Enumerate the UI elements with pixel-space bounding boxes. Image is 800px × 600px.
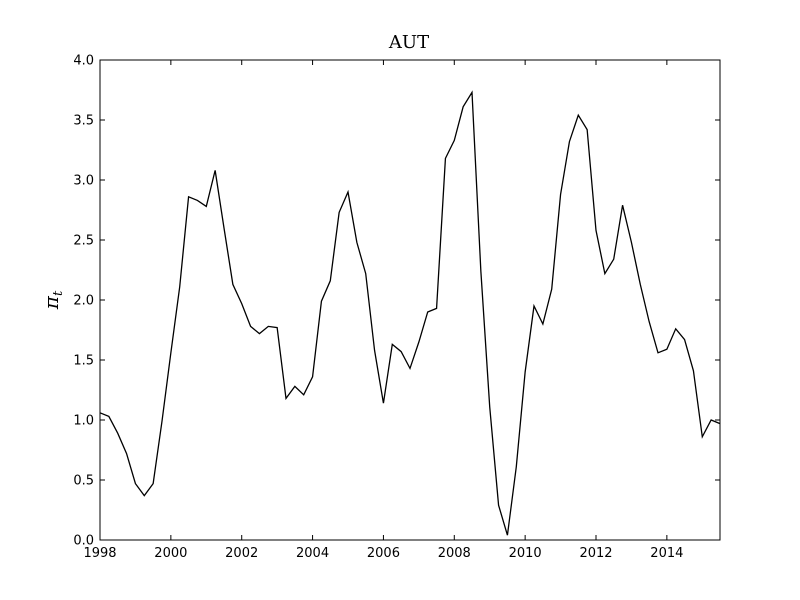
y-tick-label: 3.0	[73, 174, 94, 189]
plot-area	[99, 90, 721, 536]
y-tick-label: 2.5	[73, 234, 94, 249]
y-axis-label-sub: t	[51, 290, 66, 296]
y-tick-label: 3.5	[73, 114, 94, 129]
y-axis-label-main: π	[39, 295, 63, 310]
x-tick-label: 2000	[154, 546, 187, 561]
series-line-0	[99, 90, 721, 536]
x-tick-label: 2002	[225, 546, 258, 561]
x-tick-label: 2006	[367, 546, 400, 561]
y-tick-label: 4.0	[73, 54, 94, 69]
y-tick-label: 2.0	[73, 294, 94, 309]
y-axis-label: πt	[39, 290, 66, 310]
x-tick-label: 2012	[579, 546, 612, 561]
axis-ticks: 1998 2000 2002 2004 2006 2008 2010 2012 2014 0.0 0…	[73, 54, 720, 561]
x-tick-label: 2008	[438, 546, 471, 561]
x-tick-label: 2014	[650, 546, 683, 561]
x-tick-label: 1998	[83, 546, 116, 561]
x-tick-label: 2010	[509, 546, 542, 561]
y-tick-label: 0.5	[73, 474, 94, 489]
y-tick-label: 1.0	[73, 414, 94, 429]
plot-frame	[99, 59, 721, 541]
x-tick-label: 2004	[296, 546, 329, 561]
y-tick-label: 0.0	[73, 534, 94, 549]
chart-title: AUT	[388, 32, 429, 53]
y-tick-label: 1.5	[73, 354, 94, 369]
